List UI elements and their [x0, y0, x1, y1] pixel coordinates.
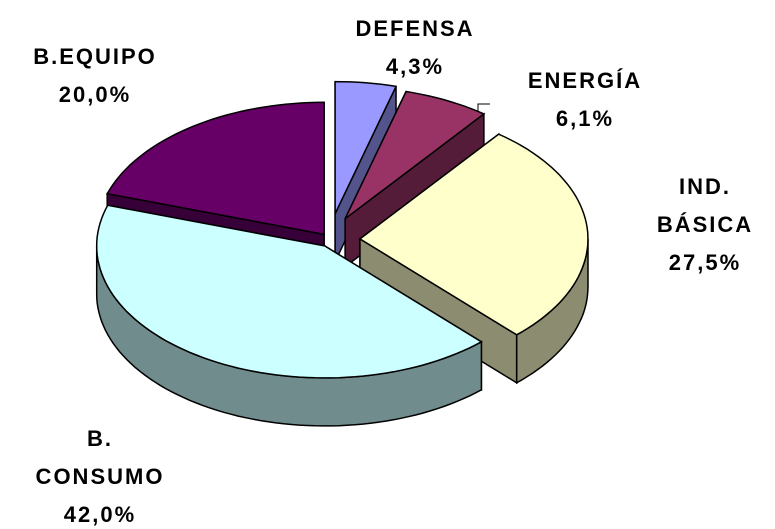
category-label: DEFENSA — [355, 16, 475, 41]
slice-label: B.EQUIPO 20,0% — [33, 38, 157, 114]
category-label: B.EQUIPO — [33, 44, 157, 69]
pie-slice — [95, 204, 483, 379]
value-label: 6,1% — [555, 106, 615, 131]
category-label: B. CONSUMO — [35, 426, 165, 489]
pie-slice — [344, 90, 486, 220]
value-label: 27,5% — [668, 250, 742, 275]
slice-label: ENERGÍA 6,1% — [528, 62, 642, 138]
slice-label: DEFENSA 4,3% — [355, 10, 474, 86]
value-label: 20,0% — [58, 82, 132, 107]
slice-label: IND. BÁSICA 27,5% — [657, 168, 753, 282]
slice-label: B. CONSUMO 42,0% — [36, 420, 165, 529]
pie-slice — [334, 80, 398, 214]
value-label: 4,3% — [385, 54, 445, 79]
pie-slice — [106, 101, 325, 236]
category-label: IND. BÁSICA — [656, 174, 754, 237]
category-label: ENERGÍA — [527, 68, 643, 93]
value-label: 42,0% — [63, 502, 137, 527]
pie-slice — [358, 133, 589, 336]
